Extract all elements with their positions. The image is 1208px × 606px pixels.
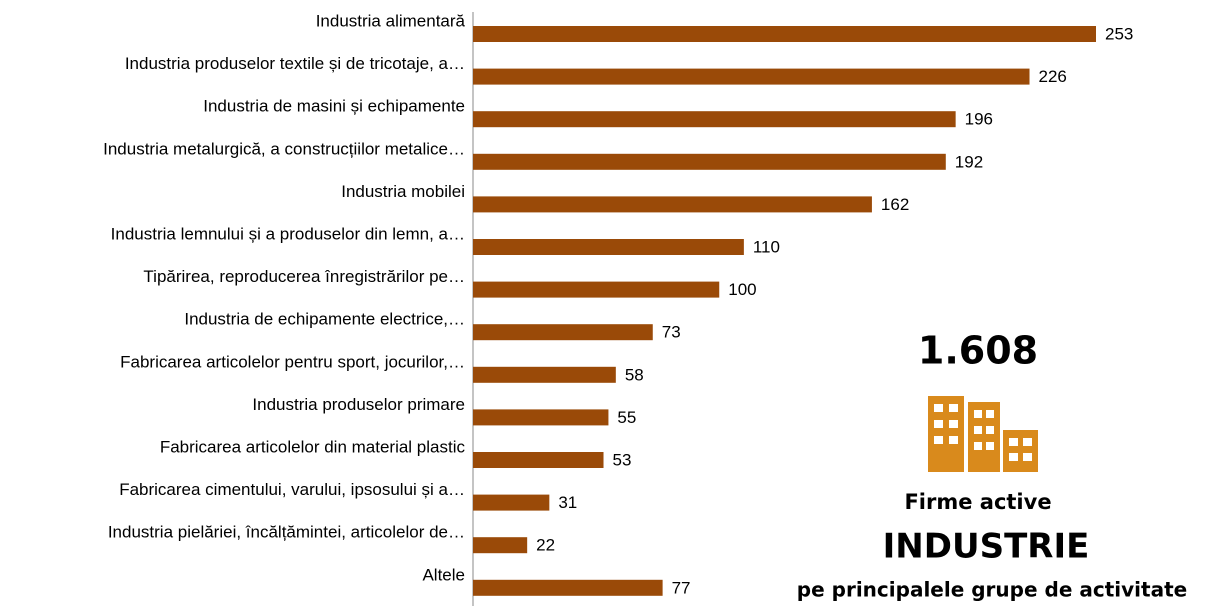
value-label: 253 (1105, 24, 1133, 43)
category-label: Industria produselor textile și de trico… (125, 54, 465, 73)
category-label: Fabricarea articolelor din material plas… (160, 437, 466, 456)
category-label: Industria produselor primare (252, 395, 465, 414)
value-label: 192 (955, 152, 983, 171)
caption-line: pe principalele grupe de activitate (797, 578, 1187, 602)
value-label: 226 (1039, 67, 1067, 86)
bar (473, 153, 946, 170)
total: 1.608 (918, 329, 1038, 373)
value-label: 162 (881, 195, 909, 214)
category-label: Industria pielăriei, încălțămintei, arti… (108, 523, 465, 542)
bar (473, 26, 1096, 42)
bar (473, 196, 872, 213)
category-label: Industria metalurgică, a construcțiilor … (103, 139, 465, 158)
value-label: 53 (613, 450, 632, 469)
bar (473, 324, 653, 341)
buildings-icon (928, 396, 1038, 472)
value-label: 196 (965, 110, 993, 129)
category-label: Industria mobilei (341, 182, 465, 201)
category-label: Industria de masini și echipamente (203, 97, 465, 116)
bar (473, 579, 663, 596)
caption-title: INDUSTRIE (883, 527, 1090, 567)
bar (473, 111, 956, 128)
bar (473, 68, 1030, 85)
category-label: Industria de echipamente electrice,… (184, 310, 465, 329)
category-label: Tipărirea, reproducerea înregistrărilor … (143, 267, 465, 286)
category-label: Industria alimentară (316, 11, 466, 30)
bar (473, 452, 604, 468)
value-label: 77 (672, 578, 691, 597)
value-label: 58 (625, 365, 644, 384)
value-label: 31 (558, 493, 577, 512)
bar (473, 281, 720, 298)
bar (473, 537, 528, 554)
value-label: 100 (728, 280, 756, 299)
category-label: Fabricarea articolelor pentru sport, joc… (120, 352, 465, 371)
bar (473, 409, 609, 426)
category-label: Altele (422, 565, 465, 584)
bar (473, 494, 550, 511)
bar (473, 366, 616, 383)
value-label: 110 (753, 237, 780, 256)
value-label: 55 (617, 408, 636, 427)
bar (473, 239, 744, 255)
caption-line: Firme active (904, 490, 1051, 514)
category-label: Industria lemnului și a produselor din l… (111, 224, 465, 243)
value-label: 22 (536, 536, 555, 555)
value-label: 73 (662, 323, 681, 342)
category-label: Fabricarea cimentului, varului, ipsosulu… (119, 480, 465, 499)
